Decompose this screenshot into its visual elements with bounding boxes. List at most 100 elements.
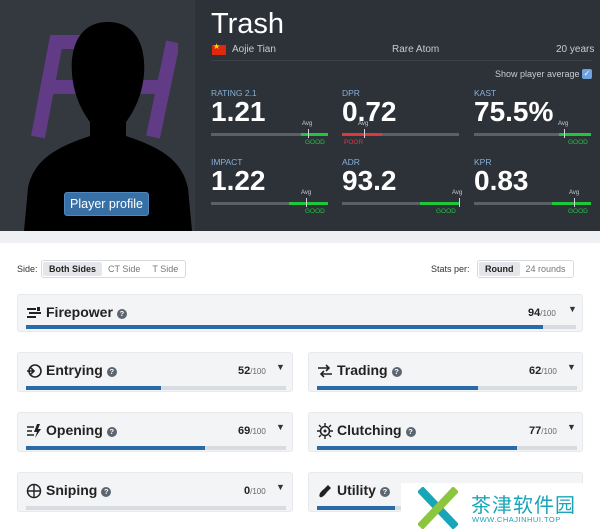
side-option-t[interactable]: T Side xyxy=(152,264,179,274)
chevron-down-icon[interactable]: ▼ xyxy=(567,422,576,432)
stat-adr: ADR 93.2 Avg GOOD xyxy=(342,157,462,217)
avg-marker-label: Avg xyxy=(301,190,312,196)
trading-icon xyxy=(318,364,332,378)
category-title: Opening? xyxy=(46,422,117,438)
stat-value: 1.22 xyxy=(211,165,266,196)
opening-icon xyxy=(27,424,41,438)
chevron-down-icon[interactable]: ▼ xyxy=(276,362,285,372)
stat-value: 75.5% xyxy=(474,96,554,127)
stat-dpr: DPR 0.72 Avg POOR xyxy=(342,88,462,148)
stat-label: KPR xyxy=(474,157,492,167)
help-icon[interactable]: ? xyxy=(391,367,402,377)
stat-value: 0.72 xyxy=(342,96,397,127)
chevron-down-icon[interactable]: ▼ xyxy=(276,482,285,492)
help-icon[interactable]: ? xyxy=(379,487,390,497)
category-card-opening[interactable]: Opening? 69/100 ▼ xyxy=(17,412,293,452)
category-bar xyxy=(317,446,577,450)
category-card-firepower[interactable]: Firepower? 94/100 ▼ xyxy=(17,294,583,332)
player-age: 20 years xyxy=(556,44,595,55)
help-icon[interactable]: ? xyxy=(106,427,117,437)
help-icon[interactable]: ? xyxy=(101,487,112,497)
country-flag xyxy=(212,42,226,55)
stat-value: 93.2 xyxy=(342,165,397,196)
stat-label: IMPACT xyxy=(211,157,243,167)
stat-verdict: GOOD xyxy=(305,208,325,215)
chevron-down-icon[interactable]: ▼ xyxy=(276,422,285,432)
avg-marker-label: Avg xyxy=(302,121,313,127)
category-score: 0/100 xyxy=(244,485,266,497)
category-bar xyxy=(26,446,286,450)
player-silhouette xyxy=(24,22,192,231)
category-title: Sniping? xyxy=(46,482,112,498)
category-title: Entrying? xyxy=(46,362,117,378)
stat-verdict: GOOD xyxy=(568,208,588,215)
side-option-both[interactable]: Both Sides xyxy=(43,262,103,276)
show-average-checkbox[interactable]: ✓ xyxy=(582,69,592,79)
category-card-entrying[interactable]: Entrying? 52/100 ▼ xyxy=(17,352,293,392)
stat-gauge xyxy=(342,198,460,207)
chevron-down-icon[interactable]: ▼ xyxy=(567,362,576,372)
firepower-icon xyxy=(27,307,41,318)
category-title: Utility? xyxy=(337,482,390,498)
category-bar xyxy=(26,325,576,329)
grenade-icon xyxy=(319,485,331,498)
category-score: 69/100 xyxy=(238,425,266,437)
stat-verdict: GOOD xyxy=(305,139,325,146)
avg-marker-label: Avg xyxy=(569,190,580,196)
player-header: Player profile Trash Aojie Tian Rare Ato… xyxy=(0,0,600,231)
category-title: Firepower? xyxy=(46,304,127,320)
stat-gauge xyxy=(474,129,591,138)
player-nickname: Trash xyxy=(211,8,285,40)
stat-verdict: GOOD xyxy=(436,208,456,215)
category-bar xyxy=(26,386,286,390)
stat-label: DPR xyxy=(342,88,360,98)
category-card-sniping[interactable]: Sniping? 0/100 ▼ xyxy=(17,472,293,512)
category-title: Trading? xyxy=(337,362,402,378)
stat-verdict: GOOD xyxy=(568,139,588,146)
category-score: 94/100 xyxy=(528,307,556,319)
stat-gauge xyxy=(211,129,328,138)
per-option-round[interactable]: Round xyxy=(479,262,520,276)
player-profile-button[interactable]: Player profile xyxy=(64,192,149,216)
avg-marker-label: Avg xyxy=(358,121,369,127)
stat-gauge xyxy=(474,198,591,207)
player-real-name: Aojie Tian xyxy=(232,44,276,55)
stat-value: 1.21 xyxy=(211,96,266,127)
category-card-trading[interactable]: Trading? 62/100 ▼ xyxy=(308,352,583,392)
avg-marker-label: Avg xyxy=(452,190,463,196)
stat-label: ADR xyxy=(342,157,360,167)
stat-impact: IMPACT 1.22 Avg GOOD xyxy=(211,157,331,217)
watermark-title: 茶津软件园 xyxy=(471,493,576,517)
category-bar xyxy=(317,386,577,390)
side-toggle: Both Sides CT Side T Side xyxy=(41,260,187,278)
stat-rating: RATING 2.1 1.21 Avg GOOD xyxy=(211,88,331,148)
stat-kpr: KPR 0.83 Avg GOOD xyxy=(474,157,594,217)
header-divider xyxy=(211,60,592,61)
category-card-clutching[interactable]: Clutching? 77/100 ▼ xyxy=(308,412,583,452)
stats-per-toggle: Round 24 rounds xyxy=(477,260,574,278)
help-icon[interactable]: ? xyxy=(405,427,416,437)
per-option-24-rounds[interactable]: 24 rounds xyxy=(525,264,566,274)
stat-gauge xyxy=(211,198,328,207)
side-filter-label: Side: xyxy=(17,264,38,274)
stat-gauge xyxy=(342,129,459,138)
show-average-label: Show player average xyxy=(495,69,580,79)
entrying-icon xyxy=(27,364,42,378)
help-icon[interactable]: ? xyxy=(116,309,127,319)
help-icon[interactable]: ? xyxy=(106,367,117,377)
category-score: 52/100 xyxy=(238,365,266,377)
watermark-logo xyxy=(418,487,458,529)
chevron-down-icon[interactable]: ▼ xyxy=(568,304,577,314)
player-team-link[interactable]: Rare Atom xyxy=(392,44,440,55)
side-option-ct[interactable]: CT Side xyxy=(108,264,141,274)
category-score: 77/100 xyxy=(529,425,557,437)
clutching-icon xyxy=(317,423,333,439)
stat-label: RATING 2.1 xyxy=(211,88,257,98)
stat-kast: KAST 75.5% Avg GOOD xyxy=(474,88,594,148)
stat-label: KAST xyxy=(474,88,497,98)
category-score: 62/100 xyxy=(529,365,557,377)
stat-verdict: POOR xyxy=(344,139,364,146)
crosshair-icon xyxy=(26,483,42,499)
site-watermark: 茶津软件园 WWW.CHAJINHUI.TOP xyxy=(401,483,600,532)
